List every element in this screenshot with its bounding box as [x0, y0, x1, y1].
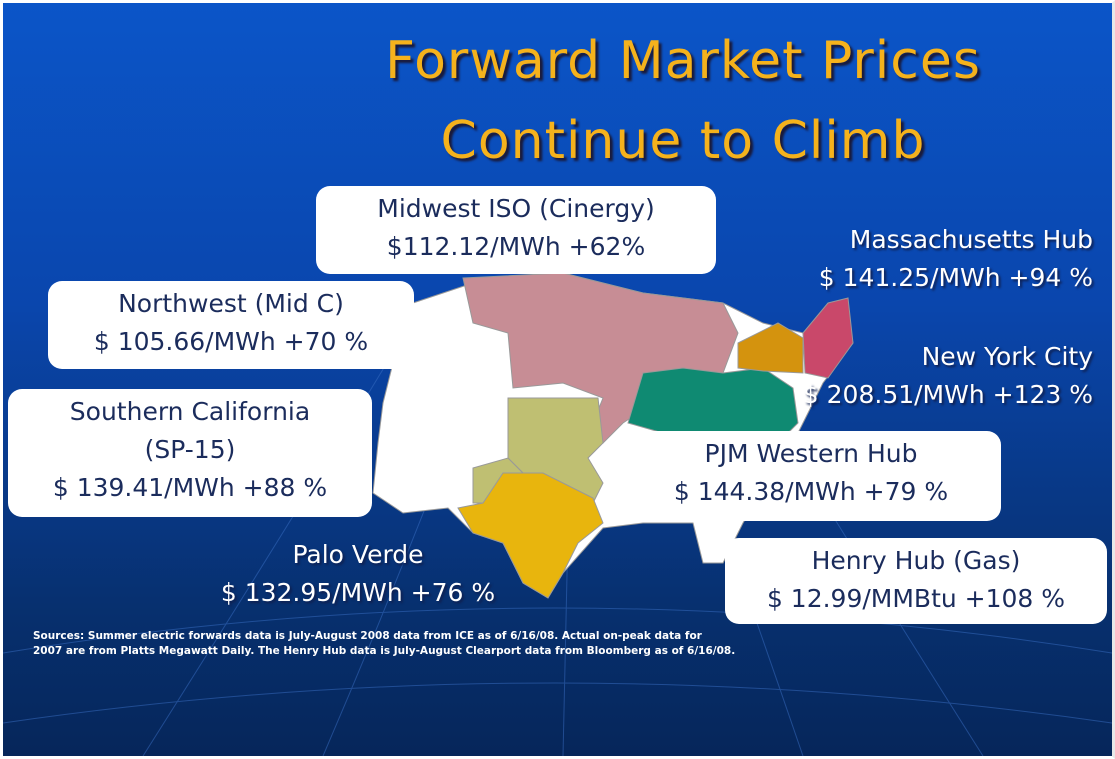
callout-line: $ 132.95/MWh +76 % — [220, 578, 496, 607]
callout-line: $ 141.25/MWh +94 % — [818, 263, 1093, 292]
callout-line: (SP-15) — [144, 435, 236, 464]
callout-line: PJM Western Hub — [704, 439, 918, 468]
sources-line: Sources: Summer electric forwards data i… — [33, 630, 702, 642]
callout-line: $ 105.66/MWh +70 % — [93, 327, 369, 356]
callout: New York City $ 208.51/MWh +123 % — [703, 338, 1093, 414]
callout-line: $ 139.41/MWh +88 % — [52, 473, 328, 502]
callout: Midwest ISO (Cinergy) $112.12/MWh +62% — [316, 186, 716, 274]
callout-line: New York City — [921, 342, 1093, 371]
callout: Henry Hub (Gas) $ 12.99/MMBtu +108 % — [725, 538, 1107, 624]
callout: Northwest (Mid C) $ 105.66/MWh +70 % — [48, 281, 414, 369]
sources: Sources: Summer electric forwards data i… — [33, 629, 735, 659]
callout: PJM Western Hub $ 144.38/MWh +79 % — [621, 431, 1001, 521]
callout-line: Southern California — [69, 397, 311, 426]
title-line: Forward Market Prices — [385, 31, 981, 91]
callout-line: Midwest ISO (Cinergy) — [377, 194, 655, 223]
callout-line: Palo Verde — [292, 540, 424, 569]
title-line: Continue to Climb — [440, 111, 926, 171]
callout-line: $ 144.38/MWh +79 % — [673, 477, 949, 506]
callout: Southern California (SP-15) $ 139.41/MWh +… — [8, 389, 372, 517]
callout-line: $ 12.99/MMBtu +108 % — [766, 584, 1066, 613]
callout-line: $112.12/MWh +62% — [386, 232, 646, 261]
callout-line: Northwest (Mid C) — [118, 289, 344, 318]
callout-line: Massachusetts Hub — [849, 225, 1093, 254]
callout-line: $ 208.51/MWh +123 % — [802, 380, 1093, 409]
callout: Massachusetts Hub $ 141.25/MWh +94 % — [703, 221, 1093, 297]
callout-line: Henry Hub (Gas) — [811, 546, 1021, 575]
callout: Palo Verde $ 132.95/MWh +76 % — [163, 536, 553, 612]
sources-line: 2007 are from Platts Megawatt Daily. The… — [33, 645, 736, 657]
